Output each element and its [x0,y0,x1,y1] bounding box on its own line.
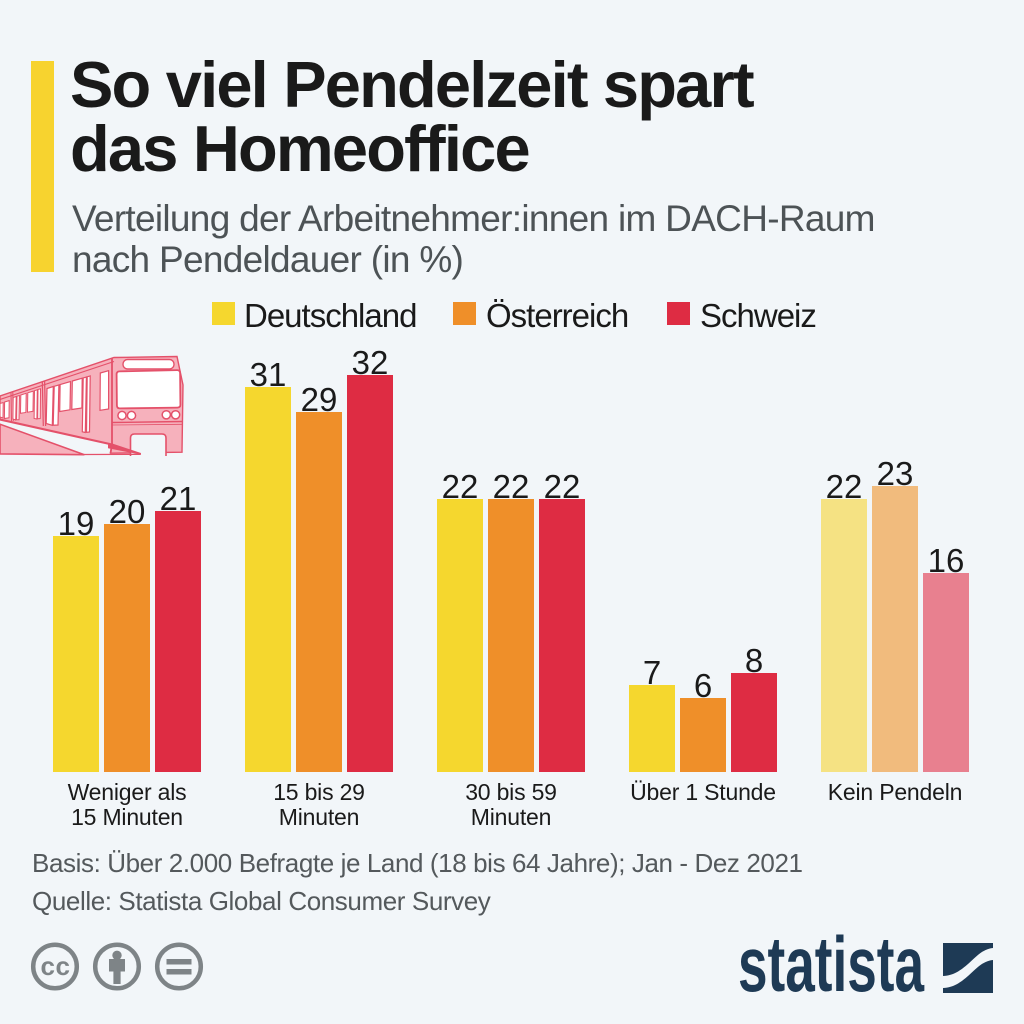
svg-text:statista: statista [738,925,924,1005]
svg-text:cc: cc [40,951,70,981]
